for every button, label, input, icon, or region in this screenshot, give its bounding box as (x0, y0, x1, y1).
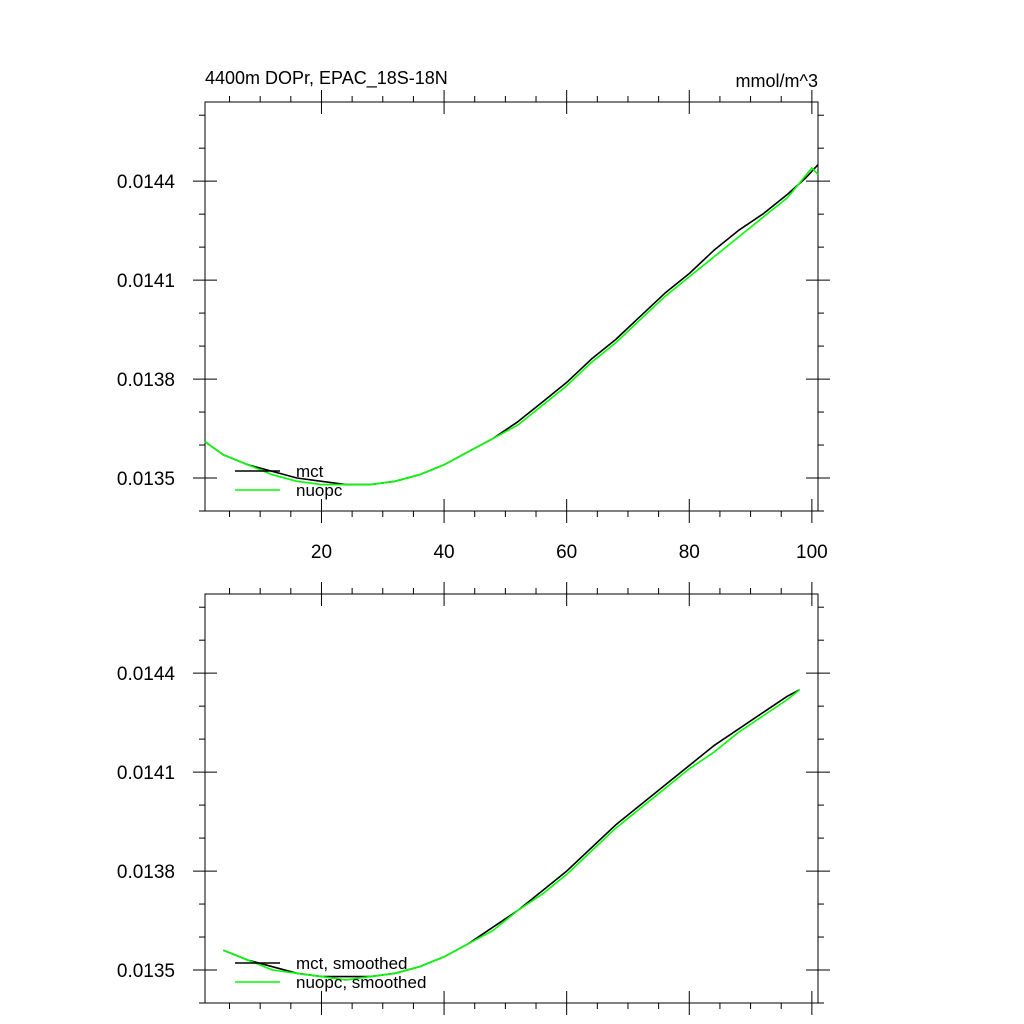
y-tick-label: 0.0144 (117, 172, 176, 193)
top-panel-title: 4400m DOPr, EPAC_18S-18N (205, 68, 448, 89)
y-tick-label: 0.0141 (117, 763, 175, 784)
x-tick-label: 40 (433, 542, 454, 563)
bottom-panel: 0.0135 0.0138 0.0141 0.0144 mct, smoothed n… (117, 582, 830, 1015)
y-tick-label: 0.0141 (117, 271, 175, 292)
y-tick-label: 0.0135 (117, 469, 175, 490)
y-tick-label: 0.0138 (117, 862, 175, 883)
bottom-ticks-layer: 0.0135 0.0138 0.0141 0.0144 (117, 582, 830, 1015)
top-series-layer (204, 164, 819, 486)
legend-label-nuopc-smoothed: nuopc, smoothed (296, 973, 426, 992)
series-line-nuopc-smoothed (223, 689, 801, 981)
x-tick-label: 60 (556, 542, 577, 563)
bottom-series-layer (223, 688, 801, 981)
bottom-legend: mct, smoothed nuopc, smoothed (235, 954, 426, 992)
y-tick-label: 0.0138 (117, 370, 175, 391)
x-tick-label: 20 (311, 542, 332, 563)
x-tick-label: 80 (679, 542, 700, 563)
series-line-nuopc (204, 167, 819, 486)
top-panel: 4400m DOPr, EPAC_18S-18N mmol/m^3 20 40 60… (117, 68, 830, 563)
top-legend: mct nuopc (235, 462, 343, 500)
x-tick-label: 100 (796, 542, 828, 563)
top-ticks-layer: 20 40 60 80 100 0.0135 0.0138 0.0141 0.0144 (117, 90, 830, 563)
top-panel-units: mmol/m^3 (736, 71, 818, 91)
series-line-mct (204, 164, 819, 486)
y-tick-label: 0.0144 (117, 664, 176, 685)
legend-label-mct: mct (296, 462, 324, 481)
legend-label-mct-smoothed: mct, smoothed (296, 954, 408, 973)
top-plot-frame (204, 101, 819, 512)
bottom-plot-frame (204, 593, 819, 1004)
y-tick-label: 0.0135 (117, 961, 175, 982)
legend-label-nuopc: nuopc (296, 481, 343, 500)
